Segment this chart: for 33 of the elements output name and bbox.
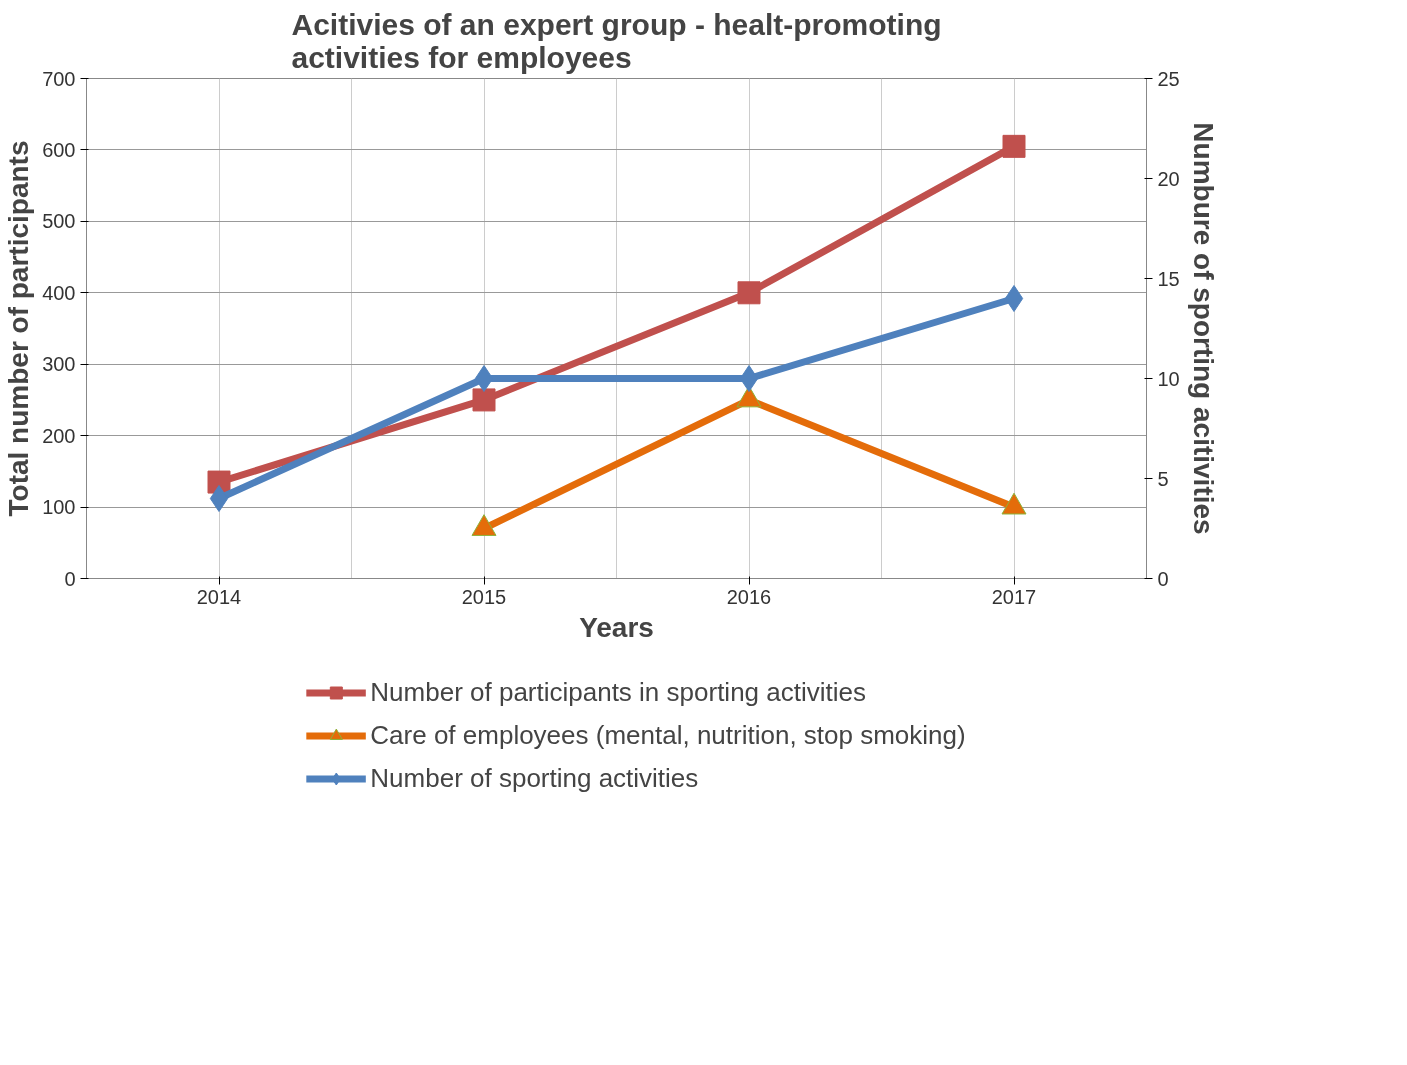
y2-tick-label: 25 [1157,67,1180,90]
point [474,365,494,392]
y-tick-label: 400 [42,281,76,304]
y2-tick-label: 15 [1157,267,1180,290]
y-tick-label: 700 [42,67,76,90]
x-axis-title: Years [579,611,654,643]
y-axis-title: Total number of participants [3,140,35,517]
x-tick-label: 2016 [726,585,772,608]
y2-tick-label: 20 [1157,167,1180,190]
y2-tick-label: 10 [1157,367,1180,390]
point [1002,134,1026,158]
point [737,281,761,305]
point [1004,285,1024,312]
y-tick-label: 0 [64,567,76,590]
y2-tick-label: 5 [1157,467,1169,490]
point [1001,492,1027,515]
y2-tick-label: 0 [1157,567,1169,590]
y-tick-label: 600 [42,138,76,161]
x-tick-label: 2015 [461,585,507,608]
legend-label: Number of sporting activities [370,762,699,794]
y-tick-label: 300 [42,353,76,376]
chart-title: Acitivies of an expert group - healt-promoting activities for employees [291,7,942,74]
y-tick-label: 200 [42,424,76,447]
point [739,365,759,392]
point [471,514,497,536]
y2-axis-title: Numbure of sporting acitivities [1187,122,1219,535]
y-tick-label: 500 [42,210,76,233]
legend-label: Number of participants in sporting activities [370,676,866,708]
x-tick-label: 2014 [196,585,242,608]
x-tick-label: 2017 [991,585,1037,608]
y-tick-label: 100 [42,496,76,519]
legend-label: Care of employees (mental, nutrition, stop smoking) [370,719,966,751]
point [209,485,229,512]
